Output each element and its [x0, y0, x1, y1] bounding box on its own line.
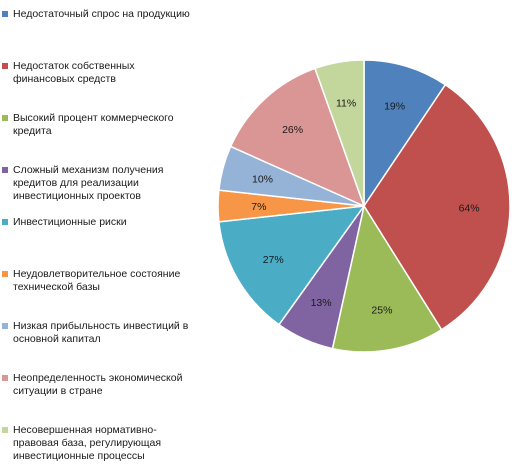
legend-item: Недостаточный спрос на продукцию — [2, 8, 198, 21]
legend-swatch — [2, 323, 8, 329]
legend-label: Недостаточный спрос на продукцию — [13, 8, 190, 20]
legend-item: Несовершенная нормативно-правовая база, … — [2, 424, 198, 463]
legend-label: Высокий процент коммерческого кредита — [13, 112, 174, 137]
pie-slice-label: 10% — [252, 174, 273, 186]
pie-slice-label: 64% — [459, 203, 480, 215]
legend-item: Сложный механизм получения кредитов для … — [2, 164, 198, 203]
legend-item: Неудовлетворительное состояние техническ… — [2, 268, 198, 294]
legend-label: Сложный механизм получения кредитов для … — [13, 164, 164, 202]
legend-item: Высокий процент коммерческого кредита — [2, 112, 198, 138]
pie-slice-label: 11% — [336, 97, 356, 109]
legend-label: Недостаток собственных финансовых средст… — [13, 60, 135, 85]
legend-label: Неопределенность экономической ситуации … — [13, 372, 183, 397]
legend-label: Неудовлетворительное состояние техническ… — [13, 268, 181, 293]
legend-label: Несовершенная нормативно-правовая база, … — [13, 424, 162, 462]
legend-swatch — [2, 271, 8, 277]
legend-swatch — [2, 167, 8, 173]
pie-slice — [363, 59, 447, 209]
legend-item: Недостаток собственных финансовых средст… — [2, 60, 198, 86]
pie-slices — [217, 59, 511, 353]
legend-swatch — [2, 11, 8, 17]
pie-slice-label: 26% — [282, 124, 303, 136]
pie-slice-label: 19% — [384, 100, 405, 112]
pie-slice-labels: 19% 64% 25% 13% 27% 7% 10% 26% 11% — [251, 97, 479, 316]
legend-swatch — [2, 219, 8, 225]
pie-slice-label: 25% — [371, 305, 392, 317]
legend-swatch — [2, 63, 8, 69]
pie-slice — [314, 59, 365, 207]
pie-slice — [218, 205, 366, 326]
legend-swatch — [2, 427, 8, 433]
legend-swatch — [2, 115, 8, 121]
legend-label: Низкая прибыльность инвестиций в основно… — [13, 320, 189, 345]
legend-item: Инвестиционные риски — [2, 216, 198, 229]
pie-slice — [229, 67, 366, 208]
pie-slice-label: 7% — [251, 201, 266, 213]
pie-slice-label: 27% — [263, 254, 284, 266]
pie-slice-label: 13% — [311, 297, 332, 309]
legend-label: Инвестиционные риски — [13, 216, 127, 228]
pie-slice — [363, 83, 511, 331]
legend-item: Низкая прибыльность инвестиций в основно… — [2, 320, 198, 346]
legend-swatch — [2, 375, 8, 381]
legend-item: Неопределенность экономической ситуации … — [2, 372, 198, 398]
pie-slice — [331, 204, 443, 353]
